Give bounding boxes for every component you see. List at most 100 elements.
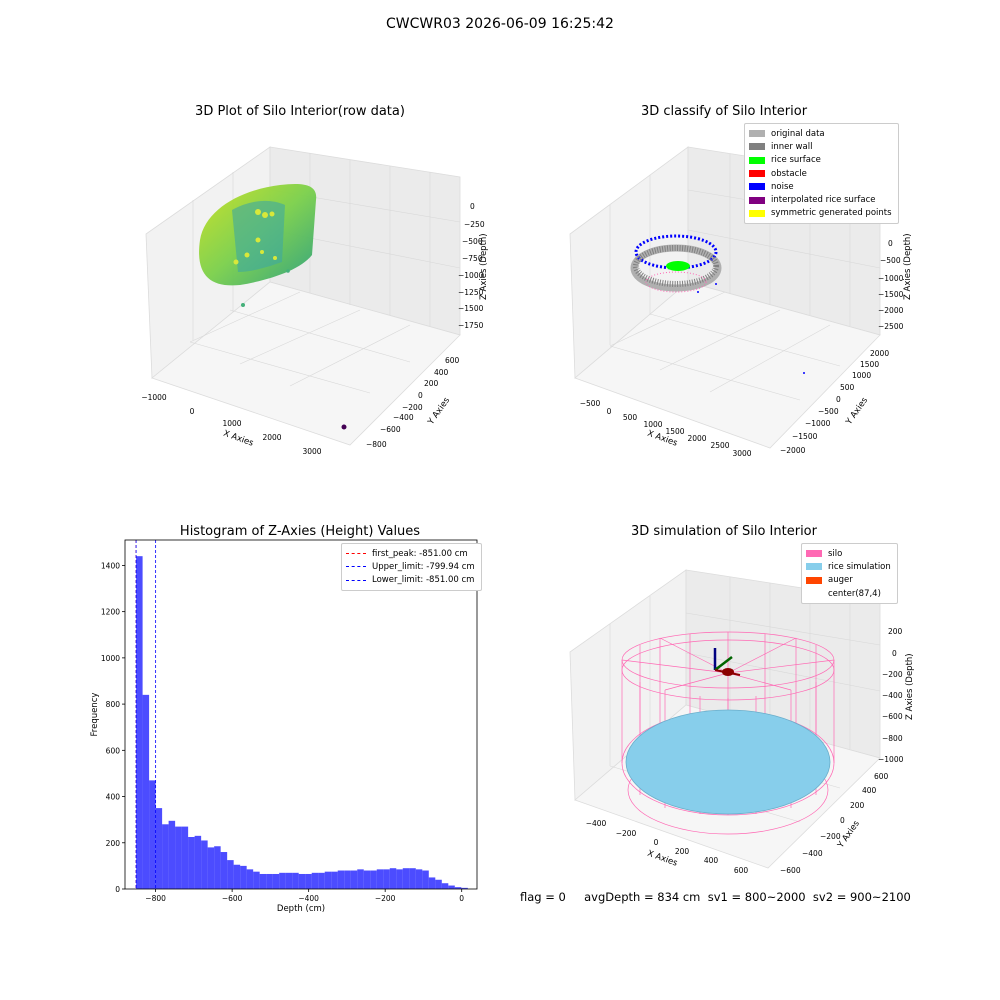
legend-swatch [749,196,765,204]
histogram-ylabel: Frequency [90,693,100,737]
histogram-chart: −800 −600 −400 −200 0 0 200 400 600 800 1000 1200 1… [90,539,478,914]
raw-ztick: −250 [464,220,485,229]
histogram-bar [311,872,319,889]
histogram-ytick-label: 1000 [101,654,120,663]
classify-ytick: 1000 [852,371,871,380]
simulation-ytick: −600 [780,866,801,875]
histogram-bar [415,869,423,889]
simulation-plot-title: 3D simulation of Silo Interior [631,524,817,539]
classify-rice-surface [666,261,690,271]
simulation-legend: silo rice simulation auger center(87,4) [801,543,898,605]
classify-ytick: −1500 [792,432,818,441]
simulation-ytick: 0 [840,816,845,825]
legend-swatch [806,563,822,571]
legend-line [346,553,366,555]
legend-label: inner wall [771,141,813,152]
raw-xtick: 0 [190,407,195,416]
histogram-bar [188,836,195,889]
raw-ztick: −1250 [458,288,484,297]
raw-ztick: −1500 [458,304,484,313]
simulation-ztick: −1000 [878,755,904,764]
histogram-bar [194,835,202,889]
raw-xtick: 3000 [302,447,321,456]
classify-xtick: 3000 [732,449,751,458]
raw-ytick: 400 [434,368,449,377]
simulation-xtick: −400 [586,819,607,828]
classify-ztick: 0 [888,239,893,248]
legend-label: obstacle [771,168,807,179]
simulation-xtick: 200 [675,847,690,856]
histogram-bar [409,868,416,889]
legend-label: auger [828,575,853,586]
histogram-bar [363,870,371,889]
legend-label: center(87,4) [828,588,881,599]
raw-ztick: −750 [462,254,483,263]
legend-label: Lower_limit: -851.00 cm [372,575,475,586]
classify-interpolated-surface [645,271,707,293]
raw-ztick: 0 [470,202,475,211]
histogram-ytick-label: 0 [115,885,120,894]
raw-outlier-point [241,303,245,307]
histogram-bar [246,869,254,889]
histogram-bar [422,870,429,889]
classify-noise-point [697,291,699,293]
histogram-ytick-label: 1200 [101,608,120,617]
histogram-frame [124,539,478,890]
classify-inner-wall [633,245,719,287]
raw-3d-plot: −1000 0 1000 2000 3000 X Axies −800 −600… [141,146,489,456]
histogram-bar [370,870,377,889]
classify-xtick: 2500 [710,441,729,450]
legend-swatch [749,143,765,151]
histogram-bar [162,824,169,889]
simulation-ytick: 400 [862,786,877,795]
simulation-xtick: 600 [734,866,749,875]
legend-label: rice surface [771,155,821,166]
histogram-ytick-label: 1400 [101,561,120,570]
classify-xtick: 500 [623,413,638,422]
histogram-xtick-label: −800 [145,894,166,903]
raw-ytick: −400 [393,413,414,422]
classify-ytick: 0 [836,395,841,404]
legend-item: original data [749,127,892,140]
histogram-bar [214,846,221,889]
simulation-xtick: 0 [654,838,659,847]
histogram-bar [279,872,286,889]
legend-swatch [749,209,765,217]
histogram-ytick-label: 400 [106,793,121,802]
raw-ztick: −1000 [458,271,484,280]
histogram-bar [454,887,462,889]
histogram-legend: first_peak: -851.00 cm Upper_limit: -799… [341,543,482,591]
legend-item: symmetric generated points [749,207,892,220]
histogram-bar [402,868,410,889]
simulation-zlabel: Z Axies (Depth) [905,653,915,720]
histogram-bar [318,872,325,889]
histogram-xticks: −800 −600 −400 −200 0 [145,889,464,903]
legend-item: center(87,4) [806,587,891,600]
classify-3d-plot: −500 0 500 1000 1500 2000 2500 3000 X Ax… [569,146,913,458]
raw-xlabel: X Axies [222,429,255,449]
simulation-ytick: 200 [850,801,865,810]
simulation-xtick: −200 [616,829,637,838]
histogram-bar [136,556,143,889]
histogram-bar [337,870,345,889]
histogram-bars [136,556,468,889]
histogram-ytick-label: 200 [106,839,121,848]
classify-legend: original data inner wall rice surface ob… [744,123,899,225]
simulation-ztick: −400 [882,691,903,700]
figure-title: CWCWR03 2026-06-09 16:25:42 [386,16,614,32]
simulation-3d-plot: −400 −200 0 200 400 600 X Axies −600 −40… [569,569,915,875]
classify-ztick: −2500 [878,322,904,331]
simulation-ztick: 200 [888,627,903,636]
raw-ytick: −200 [402,403,423,412]
histogram-xlabel: Depth (cm) [277,904,325,914]
histogram-bar [155,808,163,889]
legend-line [346,579,366,581]
raw-ytick: 0 [418,391,423,400]
histogram-bar [376,869,384,889]
raw-outlier-point [286,269,290,273]
histogram-bar [331,871,338,889]
histogram-title: Histogram of Z-Axies (Height) Values [179,524,421,539]
histogram-bar [292,872,299,889]
raw-ztick: −1750 [458,321,484,330]
legend-label: first_peak: -851.00 cm [372,548,468,559]
